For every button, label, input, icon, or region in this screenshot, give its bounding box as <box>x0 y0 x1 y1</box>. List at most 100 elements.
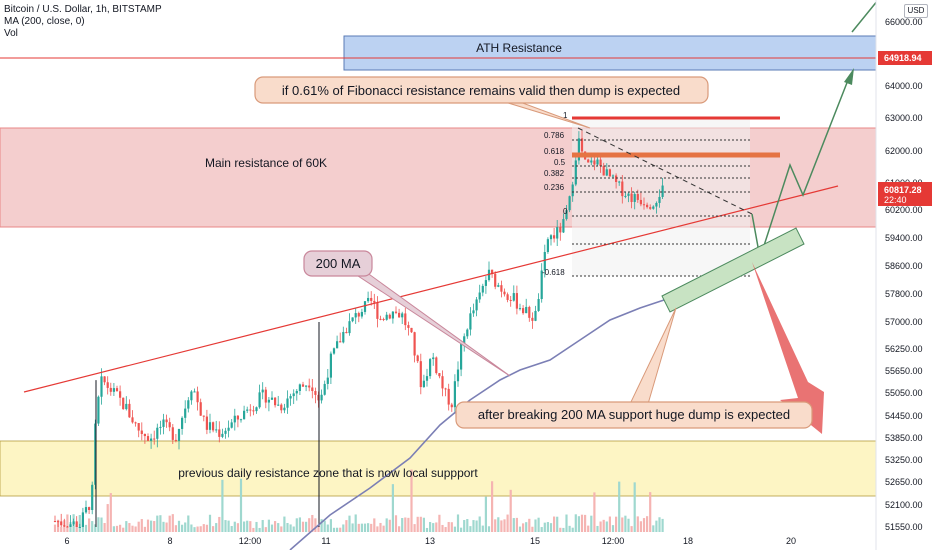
candle-body <box>658 196 661 203</box>
candle-body <box>382 318 385 320</box>
time-axis[interactable]: 6 8 12:00 11 13 15 12:00 18 20 <box>64 536 796 546</box>
candle-body <box>515 293 518 309</box>
volume-bar <box>376 526 379 532</box>
volume-bar <box>577 516 580 532</box>
volume-bar <box>91 521 94 532</box>
candle-body <box>624 195 627 197</box>
candle-body <box>568 196 571 211</box>
candle-body <box>553 235 556 239</box>
volume-bar <box>84 524 88 532</box>
volume-bar <box>590 515 593 532</box>
price-tick-label: 57800.00 <box>885 289 923 299</box>
volume-bar <box>357 523 360 532</box>
volume-bar <box>277 523 280 532</box>
volume-bar <box>469 526 472 532</box>
candle-body <box>661 185 664 197</box>
price-tick-label: 51550.00 <box>885 522 923 532</box>
volume-bar <box>379 522 382 532</box>
candle-body <box>165 419 168 423</box>
volume-bar <box>398 526 401 532</box>
volume-bar <box>342 524 345 532</box>
candle-body <box>233 415 236 423</box>
price-tick-label: 52100.00 <box>885 500 923 510</box>
time-tick-label: 8 <box>167 536 172 546</box>
volume-bar <box>584 514 587 532</box>
candle-body <box>224 430 227 434</box>
time-tick-label: 12:00 <box>239 536 262 546</box>
volume-bar <box>103 522 106 532</box>
candle-body <box>202 415 205 417</box>
volume-bar <box>419 516 422 532</box>
candle-body <box>416 355 419 362</box>
candle-body <box>342 331 345 343</box>
candle-body <box>115 388 119 392</box>
candle-body <box>187 400 190 409</box>
candle-body <box>379 318 382 320</box>
volume-bar <box>565 514 568 532</box>
volume-bar <box>314 518 317 532</box>
volume-bar <box>236 523 239 532</box>
candle-body <box>370 297 373 301</box>
candle-body <box>314 391 317 395</box>
fib-levels: 1 0.786 0.618 0.5 0.382 0.236 0 -0.618 <box>542 111 780 277</box>
candle-body <box>137 423 140 431</box>
volume-bar <box>432 523 435 532</box>
volume-bar <box>528 518 531 532</box>
volume-bar <box>394 515 398 532</box>
candle-body <box>528 306 531 318</box>
candle-body <box>267 399 270 403</box>
volume-bar <box>267 519 270 532</box>
volume-bar <box>633 482 636 532</box>
candle-body <box>633 194 636 202</box>
candle-body <box>367 297 370 302</box>
volume-bar <box>255 521 258 532</box>
volume-bar <box>534 519 537 532</box>
green-top-arrow <box>851 0 879 33</box>
candle-body <box>208 422 212 430</box>
candle-body <box>128 403 131 418</box>
candle-body <box>140 430 143 434</box>
candle-body <box>332 348 336 354</box>
volume-bar <box>388 519 391 532</box>
candle-body <box>543 251 546 271</box>
candle-body <box>469 313 472 330</box>
price-tick-label: 60200.00 <box>885 205 923 215</box>
volume-bar <box>453 526 456 532</box>
volume-bar <box>608 516 611 532</box>
volume-bar <box>146 519 150 532</box>
ath-price-tag <box>878 51 932 65</box>
candle-body <box>518 308 522 310</box>
candle-body <box>398 312 401 318</box>
candle-body <box>122 397 125 410</box>
volume-bar <box>227 520 230 532</box>
currency-button[interactable]: USD <box>904 4 928 18</box>
price-axis[interactable] <box>876 0 932 550</box>
candle-body <box>438 373 441 377</box>
candle-body <box>227 427 230 431</box>
candle-body <box>329 353 332 378</box>
volume-bar <box>652 525 655 532</box>
candle-body <box>394 311 398 313</box>
volume-bar <box>531 526 534 532</box>
candle-body <box>63 525 66 527</box>
candle-body <box>630 193 633 202</box>
candle-body <box>153 438 156 440</box>
volume-bar <box>301 521 305 532</box>
candle-body <box>81 512 84 527</box>
volume-bar <box>286 522 289 532</box>
price-tick-label: 55650.00 <box>885 366 923 376</box>
fib-label-0618: 0.618 <box>544 147 565 156</box>
price-tick-label: 52650.00 <box>885 477 923 487</box>
candle-body <box>646 204 649 208</box>
price-tick-label: 62000.00 <box>885 146 923 156</box>
volume-bar <box>246 520 249 532</box>
candle-body <box>146 436 150 441</box>
candle-body <box>587 159 590 163</box>
volume-bar <box>53 524 57 532</box>
fib-label-05: 0.5 <box>554 158 566 167</box>
ma-line <box>289 297 671 551</box>
volume-bar <box>351 523 354 532</box>
candle-body <box>522 308 525 314</box>
